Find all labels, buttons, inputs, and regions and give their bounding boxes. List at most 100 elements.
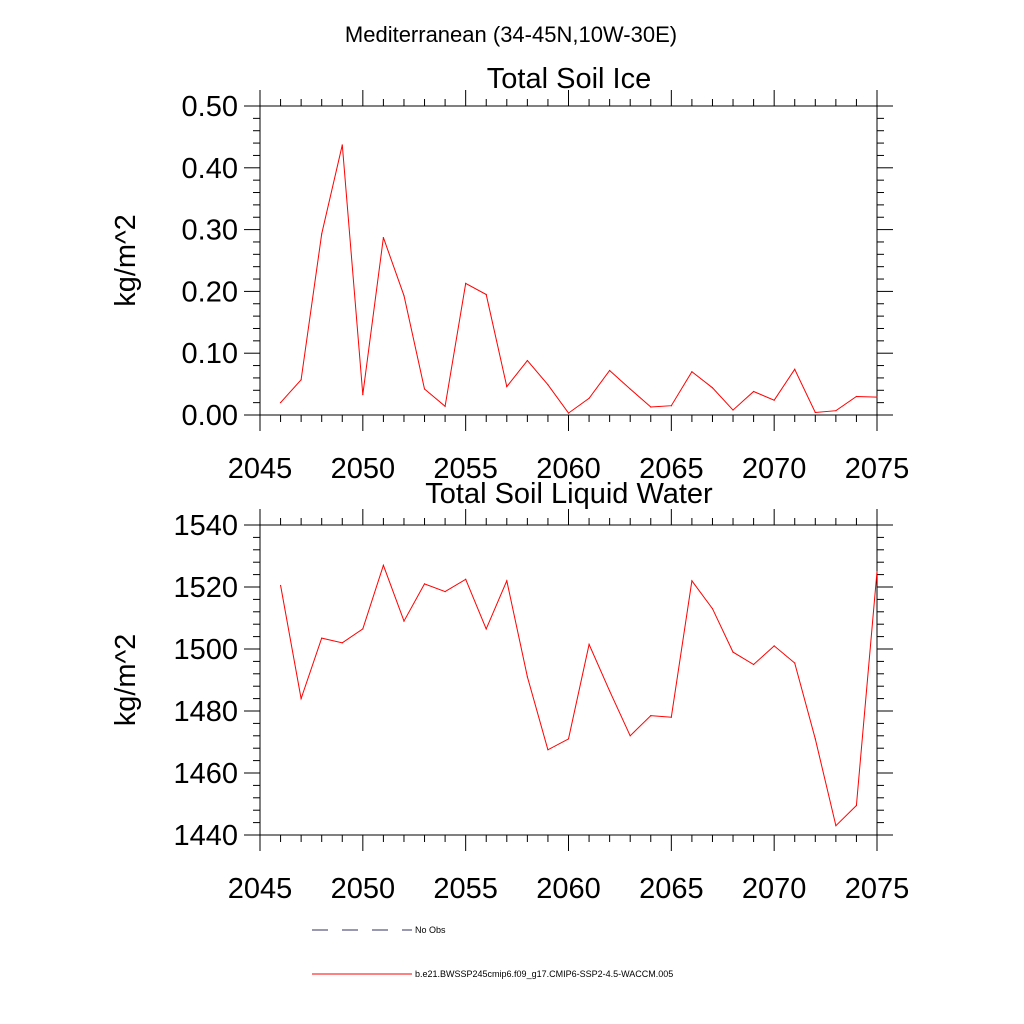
data-point [855,395,858,398]
panel-total-soil-liquid-water: Total Soil Liquid Water 2045 2050 2055 2060 2… [110,478,909,905]
x-tick-label: 2070 [742,453,807,485]
data-point [711,387,714,389]
data-point [773,399,775,401]
data-point [794,662,796,664]
data-point [691,580,693,582]
data-point [300,698,302,700]
series-line [280,144,878,414]
data-point [382,237,384,239]
data-point [526,676,528,678]
data-point [403,295,405,297]
data-point [629,735,631,737]
x-tick-label: 2065 [639,873,704,905]
data-point [773,645,775,647]
data-point [423,583,426,585]
data-point [855,804,858,807]
data-point [629,388,631,390]
y-axis-label: kg/m^2 [110,634,142,727]
data-point [362,628,364,630]
chart-title: Total Soil Liquid Water [425,478,713,510]
y-tick-label: 1480 [173,696,238,728]
data-point [732,409,734,411]
data-point [588,397,590,399]
series-line [280,563,878,827]
y-tick-label: 0.30 [182,215,238,247]
data-point [835,410,837,412]
data-point [814,738,816,740]
data-point [506,385,508,388]
data-point [567,412,570,414]
data-point [485,628,487,630]
y-tick-label: 0.00 [182,400,238,432]
plot-frame [259,105,878,416]
data-point [670,716,672,718]
data-point [876,396,878,398]
data-point [300,379,302,381]
x-tick-label: 2075 [845,453,910,485]
data-point [588,643,590,645]
data-point [547,749,549,751]
y-tick-label: 1540 [173,510,238,542]
x-tick-label: 2045 [228,873,293,905]
data-point [753,663,755,666]
legend-label-no-obs: No Obs [415,925,446,935]
data-point [876,570,878,573]
x-tick-label: 2060 [536,873,601,905]
data-point [794,368,796,370]
x-tick-label: 2075 [845,873,910,905]
data-point [321,637,323,639]
y-axis-label: kg/m^2 [110,214,142,307]
data-point [835,825,837,827]
data-point [547,384,549,386]
data-point [506,580,508,582]
data-point [382,564,384,566]
data-point [526,360,528,362]
data-point [403,620,405,622]
x-tick-label: 2045 [228,453,293,485]
data-point [753,390,755,393]
chart-title: Total Soil Ice [487,63,651,95]
y-tick-label: 0.20 [182,276,238,308]
data-point [732,651,734,653]
data-point [279,584,282,587]
data-point [321,233,323,235]
y-tick-label: 0.10 [182,338,238,370]
data-point [650,406,652,408]
x-tick-label: 2050 [331,453,396,485]
data-point [670,405,672,407]
y-tick-label: 1440 [173,820,238,852]
data-point [609,690,611,692]
x-tick-label: 2055 [433,453,498,485]
y-tick-label: 1520 [173,572,238,604]
data-point [465,578,467,580]
x-tick-label: 2070 [742,873,807,905]
data-point [444,405,446,407]
data-point [362,394,364,396]
x-tick-label: 2065 [639,453,704,485]
data-point [465,282,467,284]
data-point [485,293,487,296]
y-tick-label: 0.50 [182,91,238,123]
plot-frame [259,524,878,836]
legend: No Obs b.e21.BWSSP245cmip6.f09_g17.CMIP6… [312,925,673,979]
y-tick-label: 1500 [173,634,238,666]
data-point [444,591,446,593]
data-point [567,738,570,740]
data-point [423,388,426,390]
legend-label-model: b.e21.BWSSP245cmip6.f09_g17.CMIP6-SSP2-4… [415,969,673,979]
data-point [650,715,652,717]
data-point [341,144,343,146]
data-point [691,371,693,373]
panel-total-soil-ice: Total Soil Ice 2045 2050 2055 2060 2065 2070 20… [110,63,909,485]
x-tick-label: 2060 [536,453,601,485]
data-point [279,402,282,404]
x-tick-label: 2055 [433,873,498,905]
data-point [609,369,611,372]
data-point [814,411,816,414]
data-point [341,642,343,644]
y-tick-label: 1460 [173,758,238,790]
y-tick-label: 0.40 [182,153,238,185]
x-tick-label: 2050 [331,873,396,905]
data-point [711,608,714,610]
